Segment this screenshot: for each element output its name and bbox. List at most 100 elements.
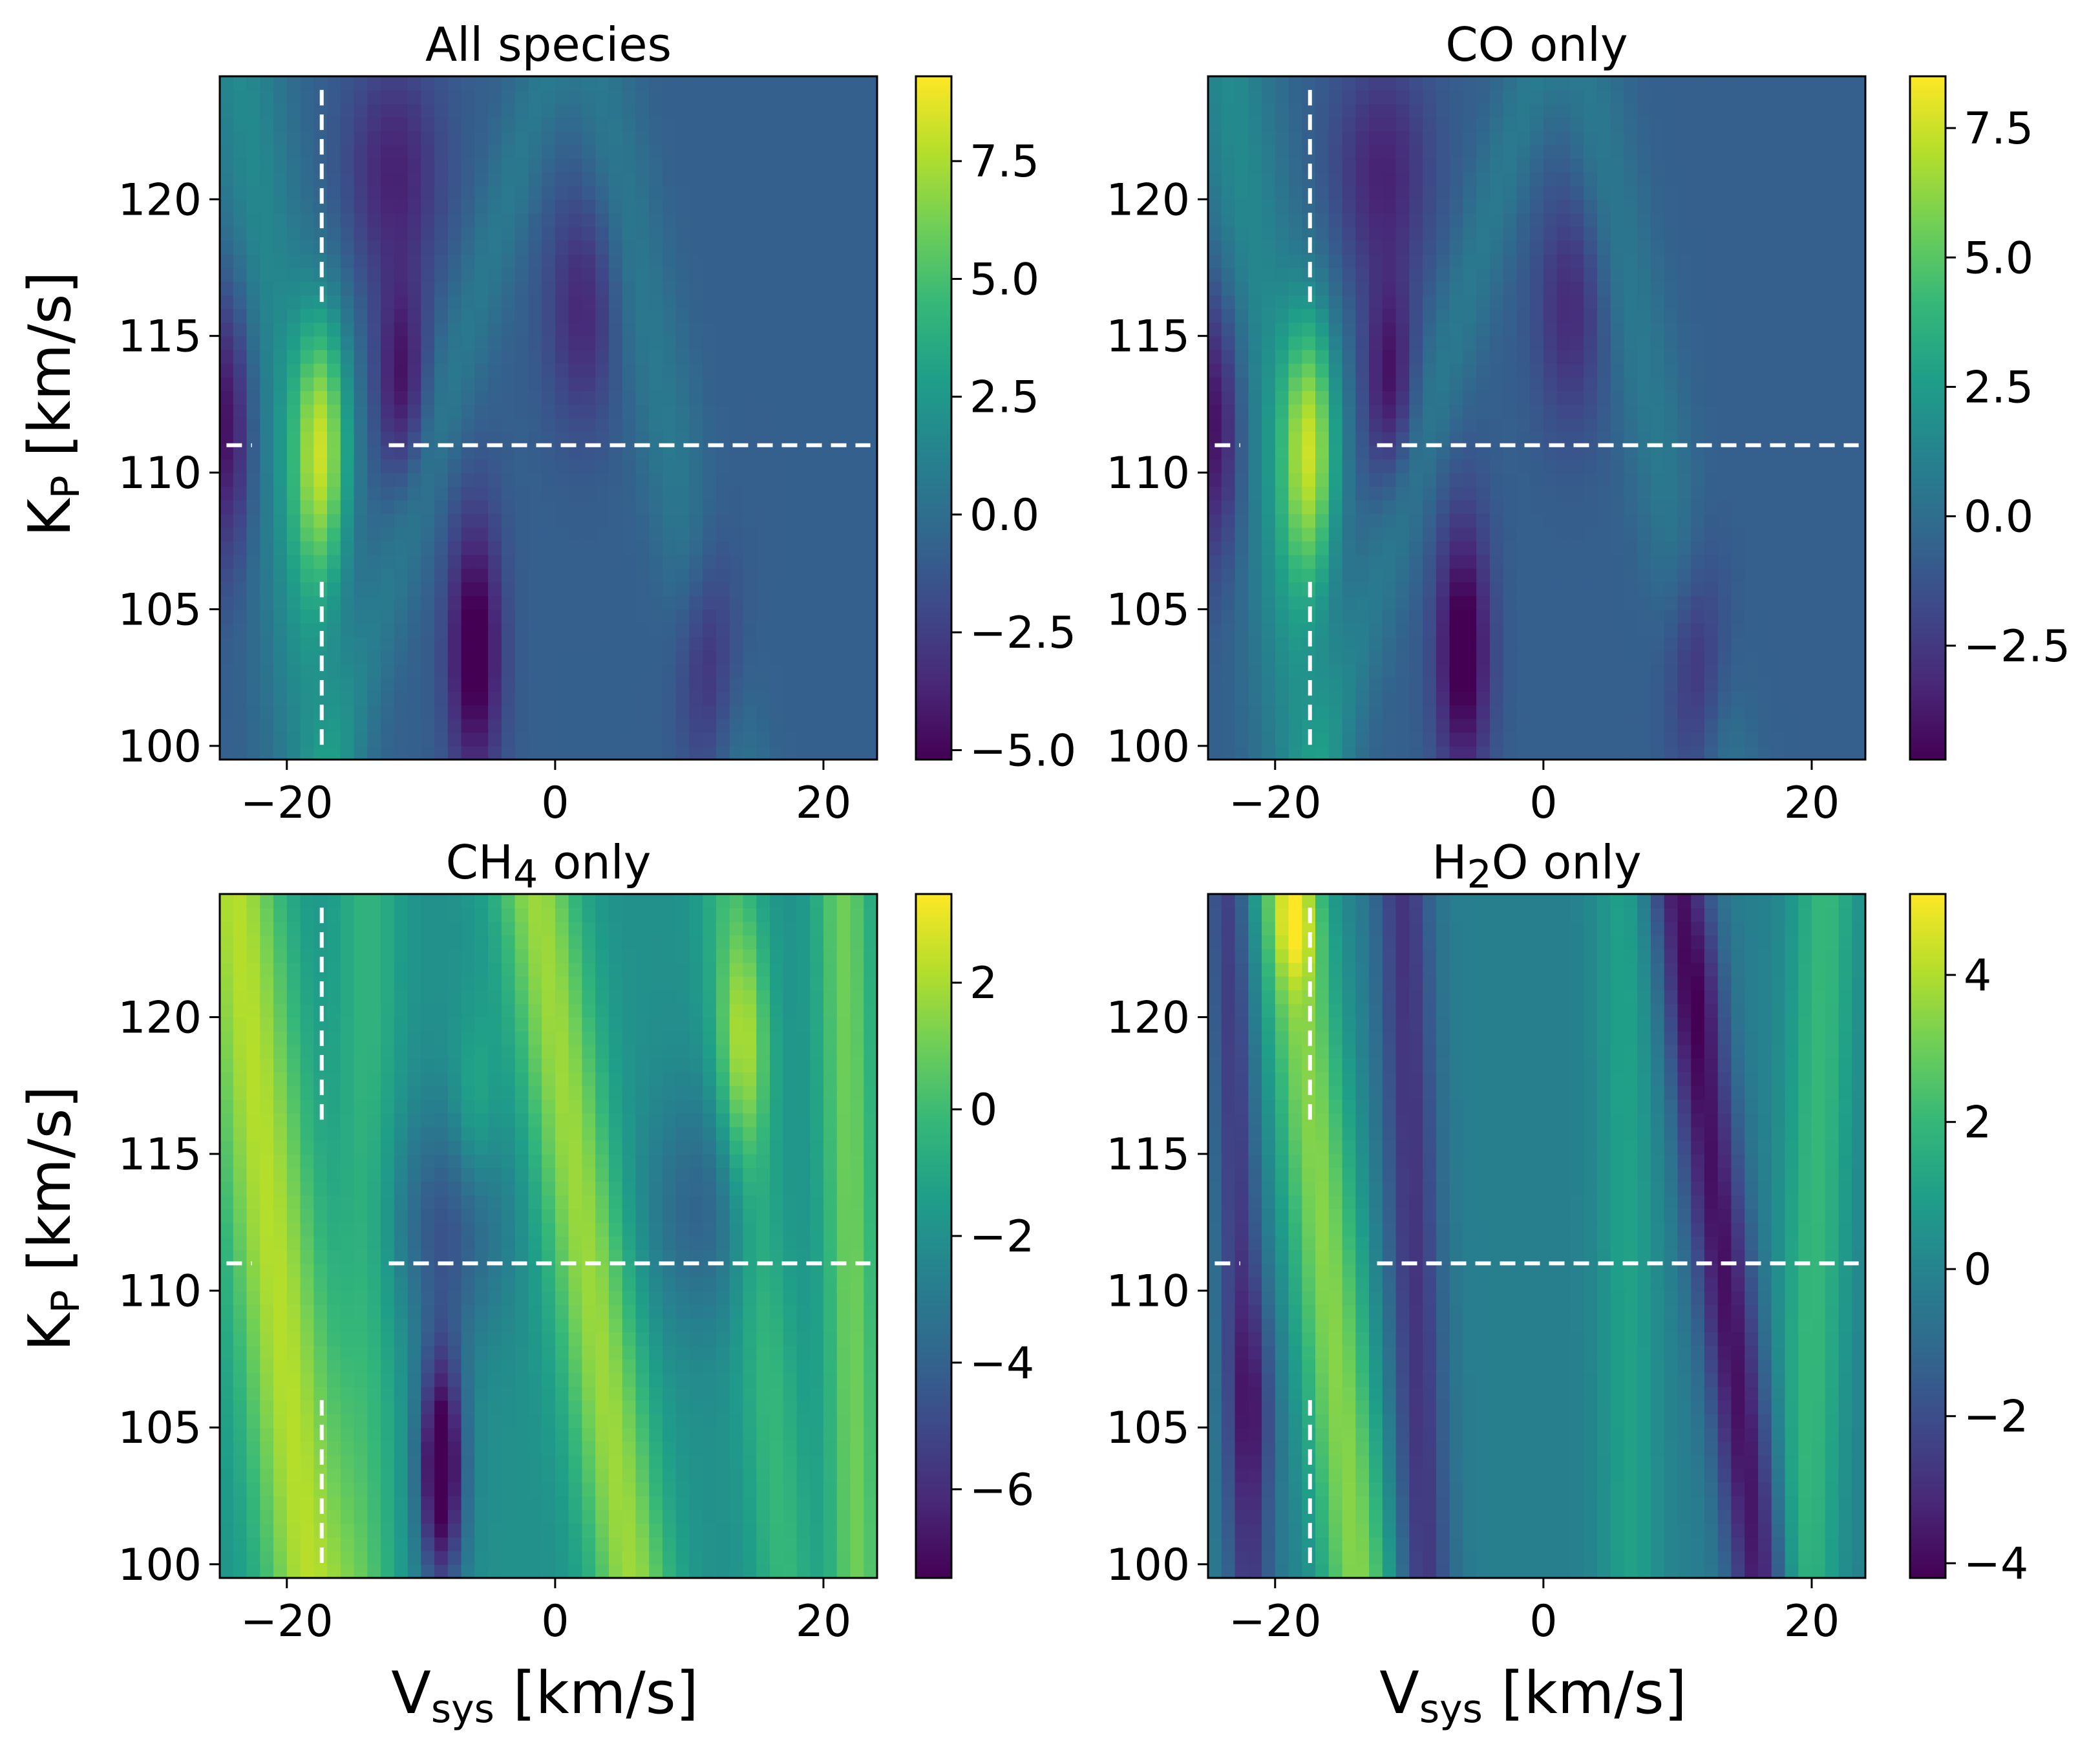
heatmap-cell xyxy=(1476,554,1490,569)
heatmap-cell xyxy=(1288,623,1303,637)
heatmap-cell xyxy=(260,609,274,624)
heatmap-cell xyxy=(286,186,301,200)
heatmap-cell xyxy=(1664,172,1679,186)
heatmap-cell xyxy=(1610,445,1625,460)
heatmap-cell xyxy=(447,527,462,542)
heatmap-cell xyxy=(1624,554,1638,569)
heatmap-cell xyxy=(1610,554,1625,569)
heatmap-cell xyxy=(1570,363,1584,378)
heatmap-cell xyxy=(1328,240,1343,255)
heatmap-cell xyxy=(1838,664,1853,678)
heatmap-cell xyxy=(1731,158,1745,173)
heatmap-cell xyxy=(1610,636,1625,651)
heatmap-cell xyxy=(1476,650,1490,665)
heatmap-cell xyxy=(1382,500,1397,515)
heatmap-cell xyxy=(649,609,663,624)
heatmap-cell xyxy=(1302,308,1316,323)
heatmap-cell xyxy=(1838,76,1853,90)
heatmap-cell xyxy=(474,199,489,214)
heatmap-cell xyxy=(1208,500,1222,515)
heatmap-cell xyxy=(1516,554,1531,569)
heatmap-cell xyxy=(300,103,315,118)
heatmap-cell xyxy=(1825,186,1840,200)
heatmap-cell xyxy=(286,103,301,118)
heatmap-cell xyxy=(1852,335,1866,350)
heatmap-cell xyxy=(1745,554,1759,569)
heatmap-cell xyxy=(703,295,717,310)
heatmap-cell xyxy=(1570,308,1584,323)
heatmap-cell xyxy=(501,677,516,692)
heatmap-cell xyxy=(313,335,328,350)
heatmap-cell xyxy=(1838,308,1853,323)
heatmap-cell xyxy=(1596,363,1611,378)
heatmap-cell xyxy=(1476,103,1490,118)
heatmap-cell xyxy=(622,322,637,337)
heatmap-cell xyxy=(1235,335,1249,350)
heatmap-cell xyxy=(1221,431,1236,446)
heatmap-cell xyxy=(1758,650,1772,665)
heatmap-cell xyxy=(1476,295,1490,310)
heatmap-cell xyxy=(716,705,730,719)
heatmap-cell xyxy=(1476,117,1490,132)
heatmap-cell xyxy=(1596,500,1611,515)
heatmap-cell xyxy=(233,623,248,637)
heatmap-cell xyxy=(1584,691,1598,706)
heatmap-cell xyxy=(461,226,476,241)
heatmap-cell xyxy=(474,268,489,282)
heatmap-cell xyxy=(1838,732,1853,747)
heatmap-cell xyxy=(1423,513,1437,528)
heatmap-cell xyxy=(434,199,449,214)
heatmap-cell xyxy=(689,377,703,391)
y-tick-label: 100 xyxy=(1106,721,1190,772)
heatmap-cell xyxy=(1704,158,1719,173)
heatmap-cell xyxy=(635,650,650,665)
heatmap-cell xyxy=(555,404,569,419)
heatmap-cell xyxy=(1624,431,1638,446)
heatmap-cell xyxy=(716,404,730,419)
heatmap-cell xyxy=(568,582,583,597)
heatmap-cell xyxy=(836,568,851,582)
heatmap-cell xyxy=(1235,253,1249,268)
heatmap-cell xyxy=(608,186,623,200)
heatmap-cell xyxy=(313,377,328,391)
heatmap-cell xyxy=(1570,253,1584,268)
heatmap-cell xyxy=(1556,418,1571,432)
heatmap-cell xyxy=(233,172,248,186)
heatmap-cell xyxy=(836,513,851,528)
heatmap-cell xyxy=(1208,268,1222,282)
heatmap-cell xyxy=(1449,404,1464,419)
heatmap-cell xyxy=(756,295,770,310)
heatmap-cell xyxy=(1556,705,1571,719)
heatmap-cell xyxy=(783,199,798,214)
heatmap-cell xyxy=(1476,745,1490,760)
heatmap-cell xyxy=(1235,240,1249,255)
heatmap-cell xyxy=(1838,404,1853,419)
heatmap-cell xyxy=(501,458,516,473)
heatmap-cell xyxy=(649,705,663,719)
heatmap-cell xyxy=(622,308,637,323)
heatmap-cell xyxy=(1584,568,1598,582)
heatmap-cell xyxy=(421,718,435,733)
heatmap-cell xyxy=(1395,732,1410,747)
heatmap-cell xyxy=(1275,445,1289,460)
heatmap-cell xyxy=(542,636,556,651)
heatmap-cell xyxy=(1717,623,1732,637)
heatmap-cell xyxy=(703,677,717,692)
heatmap-cell xyxy=(1288,144,1303,159)
heatmap-cell xyxy=(582,473,596,487)
heatmap-cell xyxy=(313,390,328,405)
heatmap-cell xyxy=(1731,513,1745,528)
heatmap-cell xyxy=(1503,199,1518,214)
heatmap-cell xyxy=(1369,473,1383,487)
heatmap-cell xyxy=(770,103,784,118)
heatmap-cell xyxy=(1717,418,1732,432)
heatmap-cell xyxy=(796,527,811,542)
heatmap-cell xyxy=(233,458,248,473)
heatmap-cell xyxy=(1248,691,1262,706)
heatmap-cell xyxy=(1798,186,1812,200)
heatmap-cell xyxy=(528,582,542,597)
heatmap-cell xyxy=(501,500,516,515)
heatmap-cell xyxy=(421,431,435,446)
heatmap-cell xyxy=(1516,745,1531,760)
heatmap-cell xyxy=(246,186,261,200)
